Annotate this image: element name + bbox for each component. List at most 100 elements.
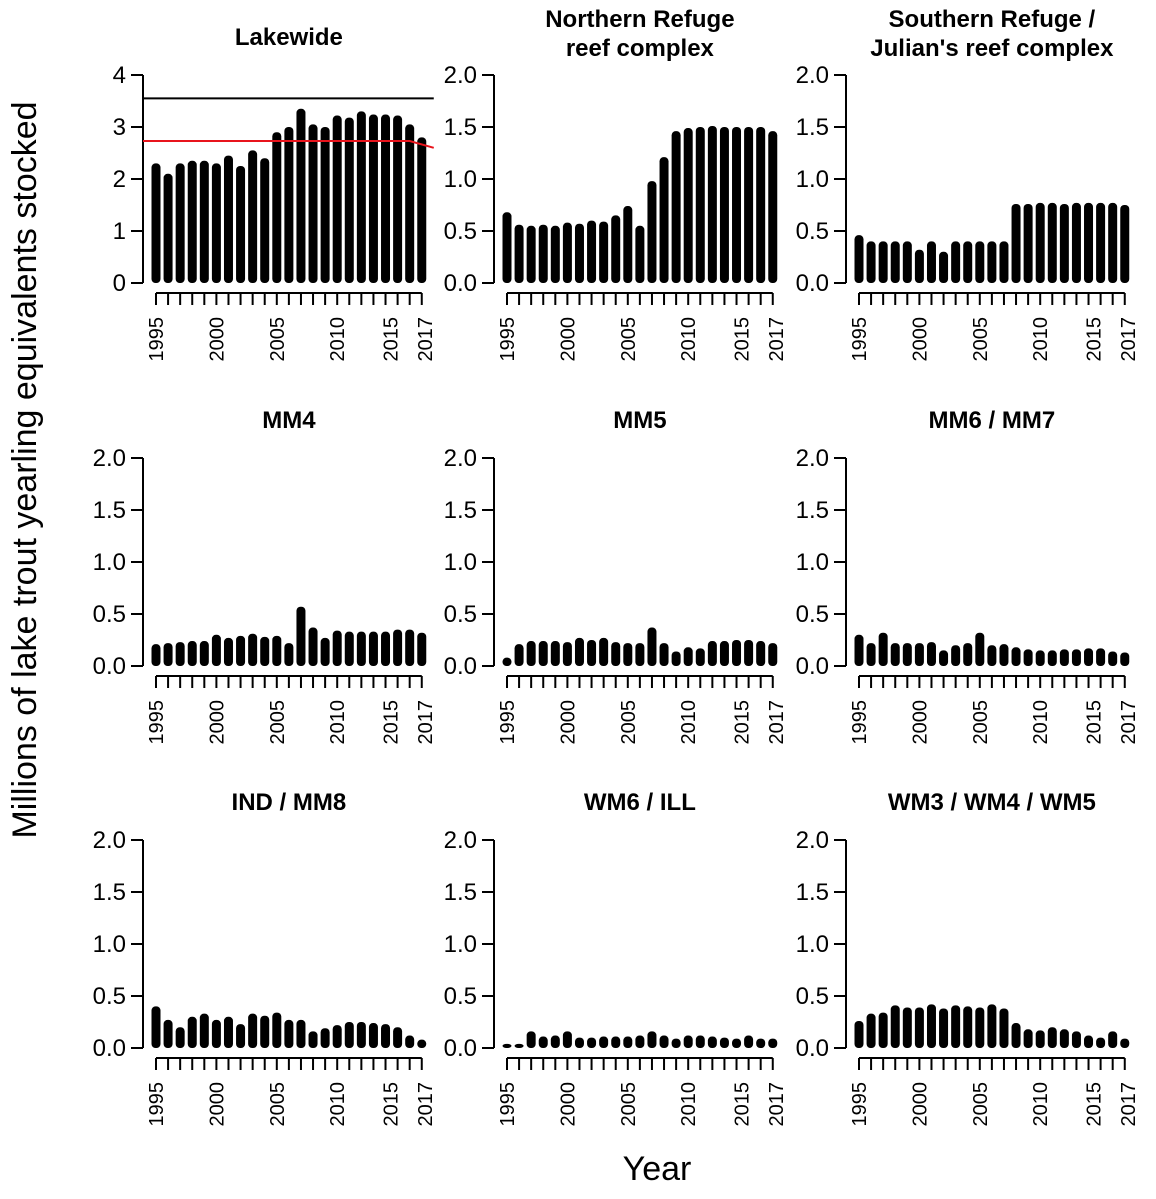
y-tick-label: 1.0: [444, 931, 477, 958]
bar: [502, 212, 512, 283]
y-tick-label: 1.5: [444, 114, 477, 141]
bar: [683, 647, 693, 666]
y-axis-label: Millions of lake trout yearling equivale…: [6, 101, 44, 838]
bar: [756, 1038, 766, 1048]
x-tick-label: 2005: [970, 700, 992, 745]
y-tick-label: 0.5: [444, 601, 477, 628]
bar: [417, 1039, 427, 1048]
bar: [587, 220, 597, 283]
y-tick-label: 1.5: [796, 114, 829, 141]
panel-3: Southern Refuge /Julian's reef complex 0.…: [796, 6, 1140, 362]
bar: [902, 1007, 912, 1048]
bar: [1120, 1038, 1130, 1048]
bar: [381, 631, 391, 666]
bar: [187, 641, 197, 666]
bar: [975, 632, 985, 666]
bar: [175, 163, 185, 283]
bar: [599, 637, 609, 666]
bar: [236, 635, 246, 666]
bar: [368, 114, 378, 284]
bar: [550, 1035, 560, 1048]
bar: [550, 641, 560, 666]
x-tick-label: 1995: [146, 700, 168, 745]
bar: [987, 645, 997, 666]
y-tick-label: 1.0: [444, 166, 477, 193]
x-tick-label: 2017: [415, 317, 437, 362]
x-tick-label: 2015: [732, 317, 754, 362]
x-tick-label: 2017: [415, 700, 437, 745]
bar: [296, 606, 306, 666]
bar: [211, 634, 221, 666]
x-tick-label: 2015: [381, 700, 403, 745]
x-tick-label: 2005: [267, 700, 289, 745]
bar: [236, 166, 246, 283]
bar: [538, 1036, 548, 1048]
bar: [987, 1004, 997, 1048]
bar: [562, 222, 572, 283]
bar: [999, 644, 1009, 666]
bar: [272, 635, 282, 666]
y-tick-label: 1.5: [444, 879, 477, 906]
bar: [951, 645, 961, 666]
bar: [926, 1004, 936, 1048]
bar: [332, 115, 342, 283]
bar: [284, 643, 294, 666]
x-tick-label: 2000: [206, 700, 228, 745]
bar: [939, 650, 949, 666]
bar: [320, 637, 330, 666]
panel-6: MM6 / MM7 0.0 0.5 1.0 1.5 2.0 1995 2000 2005 2010…: [796, 407, 1140, 745]
bar: [599, 1036, 609, 1048]
x-tick-label: 2000: [206, 1082, 228, 1127]
x-tick-label: 2010: [678, 317, 700, 362]
bar: [926, 241, 936, 283]
y-tick-label: 3: [113, 114, 126, 141]
bar: [332, 630, 342, 666]
x-tick-label: 2005: [267, 1082, 289, 1127]
bar: [1096, 202, 1106, 283]
panel-8: WM6 / ILL 0.0 0.5 1.0 1.5 2.0 1995 2000 2005 2010…: [444, 789, 788, 1127]
bar: [671, 131, 681, 283]
x-tick-label: 2015: [381, 317, 403, 362]
y-tick-label: 0.5: [444, 983, 477, 1010]
y-tick-label: 1.5: [444, 497, 477, 524]
bar: [151, 644, 161, 666]
reference-line: [143, 140, 435, 149]
bar: [368, 1023, 378, 1048]
x-tick-label: 2015: [1084, 700, 1106, 745]
bar: [611, 1036, 621, 1048]
bar: [332, 1025, 342, 1048]
x-tick-label: 2015: [381, 1082, 403, 1127]
x-tick-label: 2010: [327, 317, 349, 362]
bar: [914, 249, 924, 283]
y-tick-label: 0.5: [796, 601, 829, 628]
bar: [902, 241, 912, 283]
y-tick-label: 2.0: [444, 62, 477, 89]
bar: [393, 115, 403, 283]
bar: [1023, 203, 1033, 283]
x-tick-label: 2005: [618, 700, 640, 745]
bar: [260, 158, 270, 283]
bar: [1059, 203, 1069, 283]
bar: [914, 643, 924, 666]
x-tick-label: 2000: [909, 1082, 931, 1127]
bar: [635, 643, 645, 666]
bar: [296, 108, 306, 283]
bar: [320, 127, 330, 283]
bar: [1084, 1035, 1094, 1048]
bar: [1059, 1029, 1069, 1048]
bar: [854, 235, 864, 283]
y-tick-label: 0.0: [93, 1035, 126, 1062]
bar: [574, 1037, 584, 1048]
bar: [623, 1036, 633, 1048]
bar: [151, 1006, 161, 1048]
bar: [344, 1022, 354, 1048]
panel-title: reef complex: [566, 35, 715, 62]
x-axis-label: Year: [623, 1150, 692, 1188]
y-tick-label: 4: [113, 62, 126, 89]
bar: [1059, 649, 1069, 666]
bar: [890, 643, 900, 666]
bar: [587, 1037, 597, 1048]
bar: [538, 641, 548, 666]
x-tick-label: 1995: [497, 317, 519, 362]
bar: [526, 1031, 536, 1048]
